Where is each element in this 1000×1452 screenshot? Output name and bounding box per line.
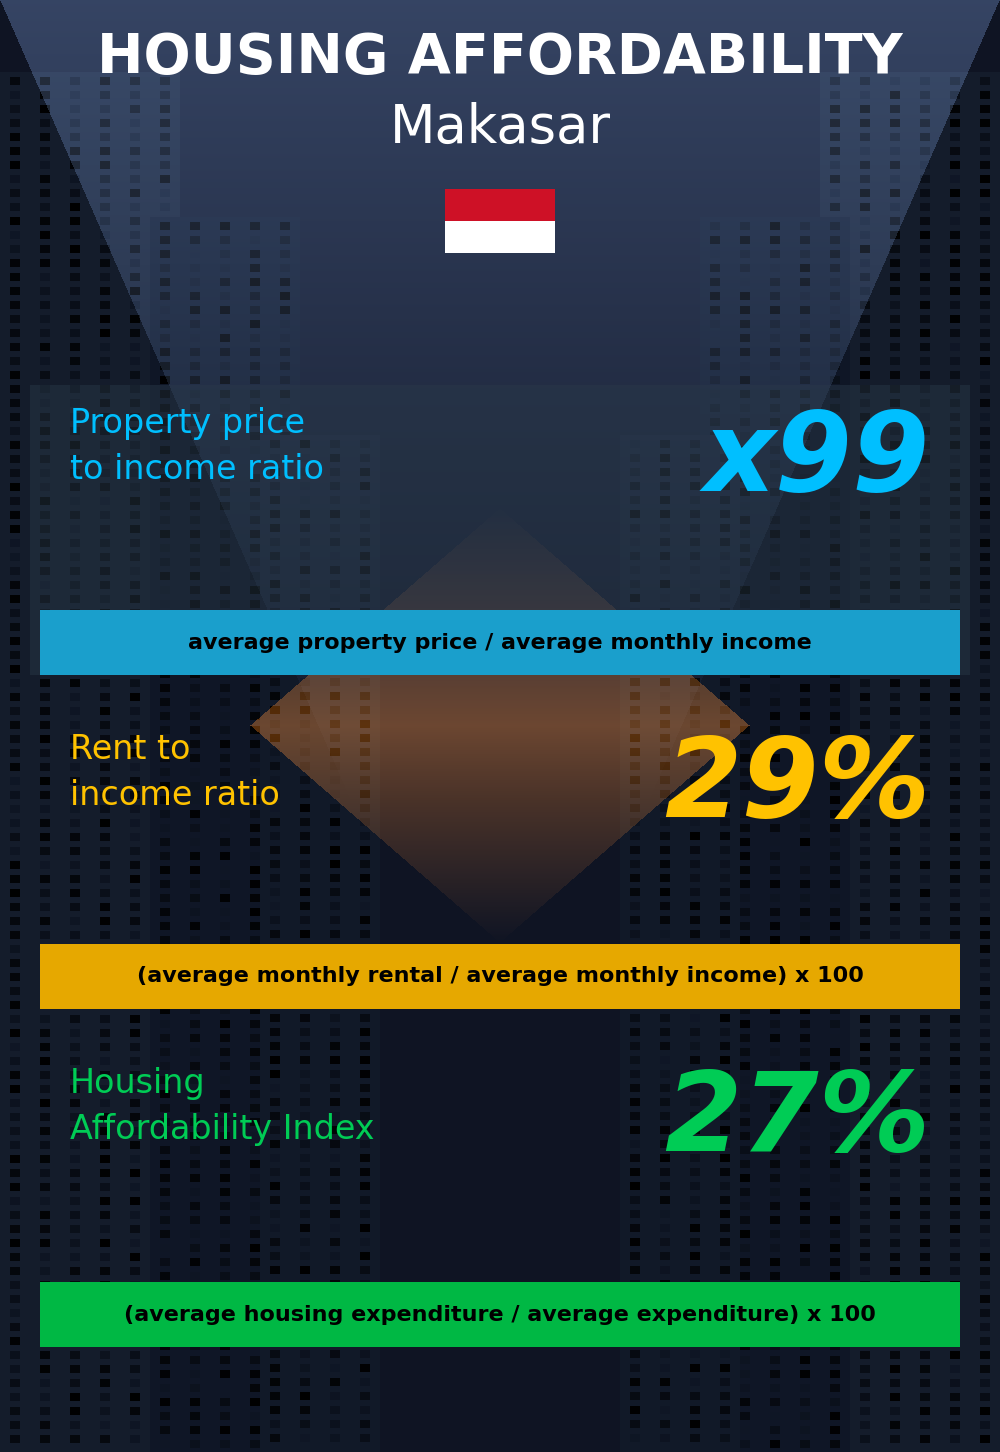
FancyBboxPatch shape xyxy=(40,1282,960,1347)
Text: 29%: 29% xyxy=(664,733,930,841)
FancyBboxPatch shape xyxy=(30,385,970,675)
Text: (average housing expenditure / average expenditure) x 100: (average housing expenditure / average e… xyxy=(124,1305,876,1324)
Text: average property price / average monthly income: average property price / average monthly… xyxy=(188,633,812,652)
FancyBboxPatch shape xyxy=(40,610,960,675)
Text: Rent to
income ratio: Rent to income ratio xyxy=(70,733,280,812)
FancyBboxPatch shape xyxy=(445,221,555,253)
Text: HOUSING AFFORDABILITY: HOUSING AFFORDABILITY xyxy=(97,30,903,86)
Text: Makasar: Makasar xyxy=(389,102,611,154)
Text: (average monthly rental / average monthly income) x 100: (average monthly rental / average monthl… xyxy=(137,967,863,986)
Text: Housing
Affordability Index: Housing Affordability Index xyxy=(70,1067,374,1146)
FancyBboxPatch shape xyxy=(445,189,555,221)
Text: Property price
to income ratio: Property price to income ratio xyxy=(70,407,324,485)
Text: 27%: 27% xyxy=(664,1067,930,1175)
FancyBboxPatch shape xyxy=(40,944,960,1009)
Text: x99: x99 xyxy=(704,407,930,514)
